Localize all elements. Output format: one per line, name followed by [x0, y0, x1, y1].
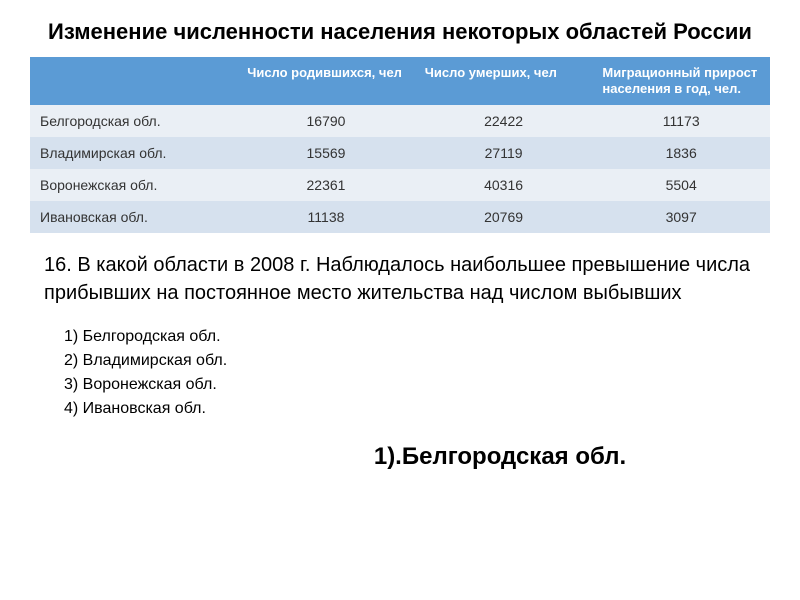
table-row: Ивановская обл. 11138 20769 3097	[30, 201, 770, 233]
th-died: Число умерших, чел	[415, 57, 593, 106]
cell-born: 22361	[237, 169, 415, 201]
cell-region: Ивановская обл.	[30, 201, 237, 233]
page-title: Изменение численности населения некоторы…	[30, 18, 770, 47]
th-empty	[30, 57, 237, 106]
cell-died: 22422	[415, 105, 593, 137]
th-migration: Миграционный прирост населения в год, че…	[592, 57, 770, 106]
cell-migration: 11173	[592, 105, 770, 137]
answer-text: 1).Белгородская обл.	[230, 443, 770, 471]
option-4: 4) Ивановская обл.	[64, 397, 770, 421]
table-row: Воронежская обл. 22361 40316 5504	[30, 169, 770, 201]
option-2: 2) Владимирская обл.	[64, 349, 770, 373]
population-table: Число родившихся, чел Число умерших, чел…	[30, 57, 770, 234]
cell-region: Владимирская обл.	[30, 137, 237, 169]
cell-region: Белгородская обл.	[30, 105, 237, 137]
cell-born: 16790	[237, 105, 415, 137]
cell-migration: 1836	[592, 137, 770, 169]
table-row: Владимирская обл. 15569 27119 1836	[30, 137, 770, 169]
th-born: Число родившихся, чел	[237, 57, 415, 106]
option-1: 1) Белгородская обл.	[64, 325, 770, 349]
table-row: Белгородская обл. 16790 22422 11173	[30, 105, 770, 137]
cell-migration: 3097	[592, 201, 770, 233]
option-3: 3) Воронежская обл.	[64, 373, 770, 397]
cell-region: Воронежская обл.	[30, 169, 237, 201]
cell-born: 15569	[237, 137, 415, 169]
question-text: 16. В какой области в 2008 г. Наблюдалос…	[44, 251, 770, 307]
cell-migration: 5504	[592, 169, 770, 201]
options-list: 1) Белгородская обл. 2) Владимирская обл…	[64, 325, 770, 421]
cell-born: 11138	[237, 201, 415, 233]
cell-died: 40316	[415, 169, 593, 201]
cell-died: 27119	[415, 137, 593, 169]
cell-died: 20769	[415, 201, 593, 233]
